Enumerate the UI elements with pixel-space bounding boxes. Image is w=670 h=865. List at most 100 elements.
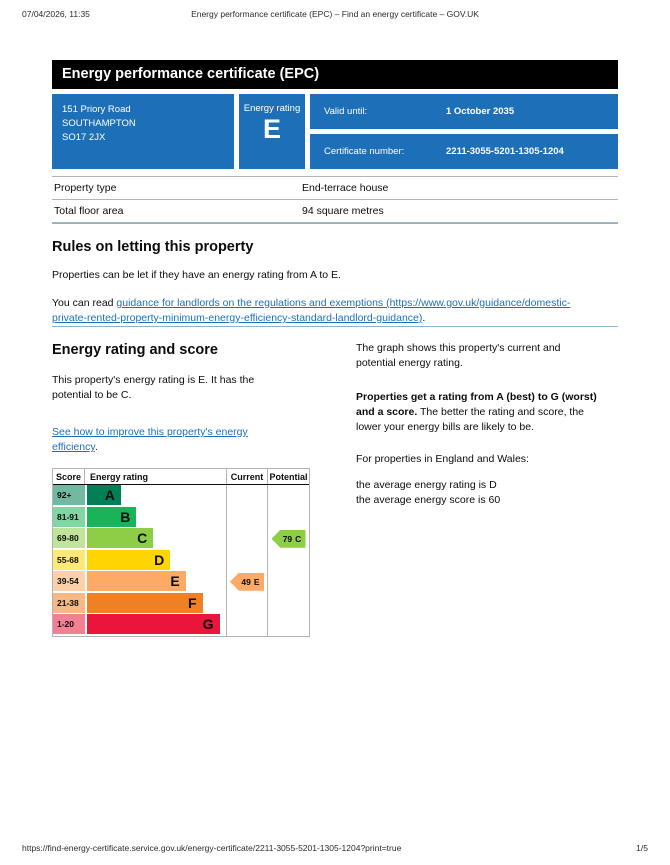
address-line-1: 151 Priory Road <box>62 104 131 115</box>
band-score: 69-80 <box>53 528 85 548</box>
rating-heading: Energy rating and score <box>52 342 218 358</box>
potential-column-header: Potential <box>267 469 309 484</box>
band-bar: F <box>87 592 203 613</box>
potential-cell <box>267 571 309 593</box>
banner-title: Energy performance certificate (EPC) <box>62 66 320 82</box>
valid-until-row: Valid until: 1 October 2035 <box>310 94 618 129</box>
band-score: 55-68 <box>53 549 85 570</box>
score-column-header: Score <box>53 469 85 484</box>
band-bar: B <box>87 506 137 527</box>
band-bar: A <box>87 485 121 505</box>
rating-and-score-section: Energy rating and score This property's … <box>52 341 618 637</box>
band-bar-zone: B <box>85 506 226 529</box>
certificate-banner: Energy performance certificate (EPC) <box>52 60 618 89</box>
potential-cell: 79 C <box>267 528 309 550</box>
floor-area-value: 94 square metres <box>302 205 384 217</box>
improve-paragraph: See how to improve this property's energ… <box>52 425 342 455</box>
band-bar: C <box>87 528 154 548</box>
band-score: 92+ <box>53 485 85 505</box>
current-cell <box>226 549 267 571</box>
epc-chart-header: Score Energy rating Current Potential <box>53 469 309 485</box>
epc-band-row: 55-68 D <box>53 549 309 572</box>
footer-url: https://find-energy-certificate.service.… <box>22 843 402 853</box>
epc-band-row: 69-80 C 79 C <box>53 528 309 550</box>
print-header: 07/04/2026, 11:35 Energy performance cer… <box>22 9 648 19</box>
current-cell <box>226 592 267 614</box>
arrow-score: 49 <box>241 576 251 587</box>
epc-rating-chart: Score Energy rating Current Potential 92… <box>52 468 310 637</box>
potential-cell <box>267 506 309 528</box>
energy-rating-letter: E <box>262 114 281 144</box>
guidance-prefix: You can read <box>52 297 117 309</box>
current-cell <box>226 485 267 507</box>
energy-rating-label: Energy rating <box>243 103 301 114</box>
current-rating-arrow: 49 E <box>230 572 264 591</box>
current-cell <box>226 506 267 528</box>
property-type-value: End-terrace house <box>302 182 389 194</box>
potential-rating-arrow: 79 C <box>271 529 306 548</box>
certificate-number-value: 2211-3055-5201-1305-1204 <box>446 146 564 157</box>
rating-explanation-paragraph: Properties get a rating from A (best) to… <box>356 390 618 435</box>
rating-left-column: Energy rating and score This property's … <box>52 341 342 637</box>
band-score: 81-91 <box>53 506 85 527</box>
averages-paragraph: the average energy rating is D the avera… <box>356 479 501 506</box>
landlord-guidance-link[interactable]: guidance for landlords on the regulation… <box>52 297 571 324</box>
current-column-header: Current <box>226 469 267 484</box>
band-bar-zone: D <box>85 549 226 572</box>
property-type-label: Property type <box>54 182 117 194</box>
band-bar-zone: A <box>85 485 226 507</box>
rules-heading: Rules on letting this property <box>52 239 254 255</box>
rating-summary-paragraph: This property's energy rating is E. It h… <box>52 374 255 401</box>
rating-column-header: Energy rating <box>90 471 149 482</box>
explanation-bold-text: Properties get a rating from A (best) to… <box>356 391 597 418</box>
print-footer: https://find-energy-certificate.service.… <box>22 843 648 853</box>
print-datetime: 07/04/2026, 11:35 <box>22 9 90 19</box>
page-number: 1/5 <box>636 843 648 853</box>
energy-rating-cell: Energy rating E <box>239 94 305 169</box>
potential-cell <box>267 592 309 614</box>
potential-cell <box>267 614 309 636</box>
property-summary-card: 151 Priory Road SOUTHAMPTON SO17 2JX Ene… <box>52 94 618 169</box>
band-bar: E <box>87 571 186 591</box>
valid-until-value: 1 October 2035 <box>446 106 515 117</box>
graph-description-paragraph: The graph shows this property's current … <box>356 342 561 369</box>
current-cell: 49 E <box>226 571 267 593</box>
band-bar: G <box>87 614 220 634</box>
property-details-table: Property type End-terrace house Total fl… <box>52 176 618 223</box>
address-line-3: SO17 2JX <box>62 131 106 143</box>
potential-cell <box>267 485 309 507</box>
band-bar-zone: E <box>85 571 226 593</box>
band-bar: D <box>87 549 171 570</box>
rules-guidance-paragraph: You can read guidance for landlords on t… <box>52 296 618 326</box>
england-wales-paragraph: For properties in England and Wales: <box>356 453 529 465</box>
explanation-rest-text: The better the rating and score, the low… <box>356 406 585 433</box>
guidance-suffix: . <box>422 312 426 324</box>
address-line-2: SOUTHAMPTON <box>62 117 136 129</box>
potential-cell <box>267 549 309 571</box>
epc-band-row: 21-38 F <box>53 592 309 615</box>
current-cell <box>226 528 267 550</box>
section-divider <box>52 326 618 327</box>
section-divider <box>52 223 618 224</box>
epc-band-row: 92+ A <box>53 485 309 507</box>
table-row: Total floor area 94 square metres <box>52 200 618 223</box>
floor-area-label: Total floor area <box>54 205 124 217</box>
epc-chart-rows: 92+ A 81-91 B 69-80 C 79 C 55-68 D 39-54 E 49 E 21-38 F… <box>53 485 309 636</box>
improve-efficiency-link[interactable]: See how to improve this property's energ… <box>52 426 248 453</box>
certificate-number-label: Certificate number: <box>324 146 405 157</box>
band-bar-zone: G <box>85 614 226 636</box>
certificate-page: Energy performance certificate (EPC) 151… <box>52 60 618 637</box>
address-block: 151 Priory Road SOUTHAMPTON SO17 2JX <box>52 94 234 169</box>
band-score: 21-38 <box>53 592 85 613</box>
improve-suffix: . <box>94 441 98 453</box>
band-score: 39-54 <box>53 571 85 591</box>
certificate-meta: Valid until: 1 October 2035 Certificate … <box>310 94 618 169</box>
band-score: 1-20 <box>53 614 85 634</box>
band-bar-zone: C <box>85 528 226 550</box>
arrow-band: C <box>295 533 302 544</box>
arrow-band: E <box>253 576 260 587</box>
rules-paragraph: Properties can be let if they have an en… <box>52 269 341 281</box>
table-row: Property type End-terrace house <box>52 176 618 200</box>
band-bar-zone: F <box>85 592 226 615</box>
valid-until-label: Valid until: <box>324 106 368 117</box>
